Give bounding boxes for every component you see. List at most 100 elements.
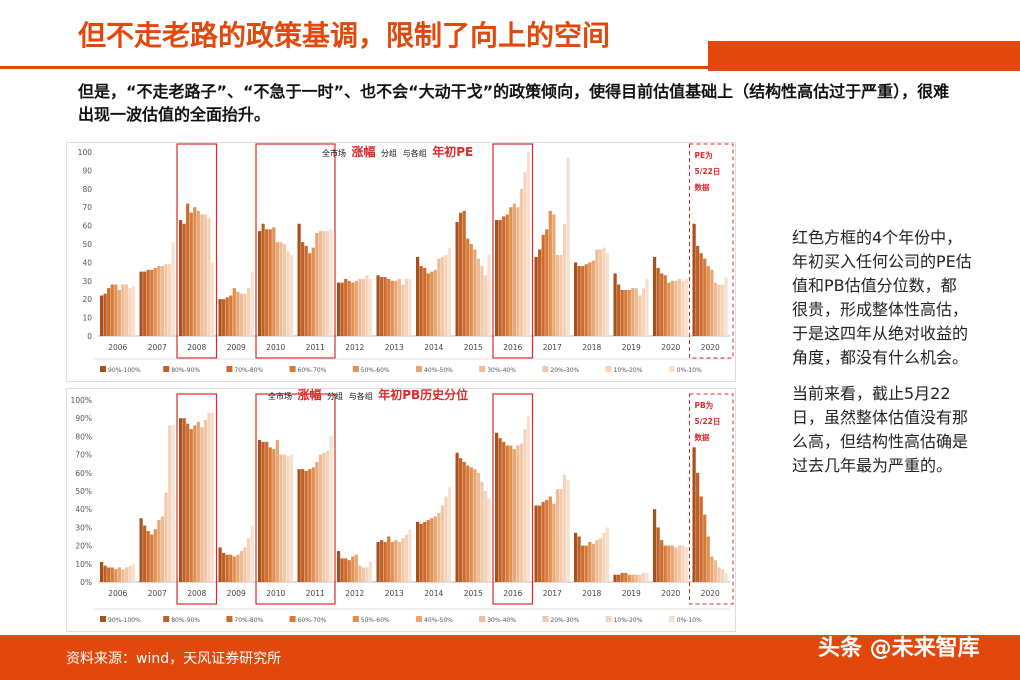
bar-2013-s9 bbox=[408, 278, 412, 336]
bar-2006-s5 bbox=[117, 290, 121, 336]
bar-2013-s6 bbox=[397, 541, 401, 582]
x-tick-label: 2011 bbox=[306, 343, 325, 352]
x-tick-label: 2009 bbox=[227, 589, 246, 598]
x-tick-label: 2017 bbox=[543, 343, 562, 352]
bar-2018-s0 bbox=[574, 532, 578, 582]
bar-2019-s0 bbox=[613, 574, 617, 582]
x-tick-label: 2008 bbox=[187, 589, 206, 598]
page-subtitle: 但是，“不走老路子”、“不急于一时”、也不会“大动干戈”的政策倾向，使得目前估值… bbox=[78, 82, 950, 124]
bar-2007-s1 bbox=[143, 271, 147, 336]
bar-2010-s7 bbox=[282, 454, 287, 582]
y-tick-label: 80% bbox=[75, 432, 92, 441]
x-tick-label: 2010 bbox=[266, 343, 285, 352]
legend-swatch bbox=[479, 616, 486, 622]
bar-2015-s9 bbox=[487, 498, 491, 582]
source-note: 资料来源：wind，天风证券研究所 bbox=[66, 651, 282, 667]
bar-2010-s3 bbox=[268, 229, 272, 336]
bar-2020-s6 bbox=[713, 560, 717, 582]
bar-2013-s5 bbox=[394, 280, 398, 336]
bar-2016-s6 bbox=[516, 207, 520, 336]
bar-2020-s1 bbox=[696, 245, 700, 336]
bar-2008-s4 bbox=[193, 425, 197, 582]
bar-2009-s9 bbox=[250, 271, 254, 336]
bar-2009-s8 bbox=[246, 288, 251, 336]
bar-2014-s8 bbox=[444, 496, 448, 582]
x-tick-label: 2020 bbox=[661, 343, 680, 352]
bar-2019-s9 bbox=[645, 278, 649, 336]
bar-2017-s2 bbox=[541, 501, 545, 582]
bar-2017-s6 bbox=[555, 489, 559, 582]
bar-2020-s2 bbox=[699, 253, 703, 336]
bar-2010-s6 bbox=[279, 242, 283, 336]
bar-2016-s5 bbox=[512, 449, 516, 582]
bar-2011-s0 bbox=[297, 469, 301, 582]
bar-2017-s6 bbox=[555, 255, 559, 336]
bar-2014-s9 bbox=[447, 247, 452, 336]
bar-2018-s7 bbox=[598, 538, 603, 582]
highlight-box bbox=[176, 143, 218, 359]
bar-2008-s4 bbox=[193, 207, 197, 336]
bar-2020-s4 bbox=[706, 266, 710, 336]
bar-2018-s5 bbox=[591, 260, 595, 336]
bar-2009-s3 bbox=[229, 554, 233, 582]
side-paragraph-2: 当前来看，截止5月22日，虽然整体估值没有那么高，但结构性高估确是过去几年最为严… bbox=[792, 384, 969, 475]
bar-2011-s0 bbox=[297, 223, 301, 336]
bar-2006-s4 bbox=[114, 284, 118, 336]
bar-2020-s7 bbox=[677, 545, 682, 582]
bar-2010-s4 bbox=[272, 449, 276, 582]
bar-2008-s0 bbox=[179, 220, 183, 336]
bar-2013-s2 bbox=[383, 277, 387, 336]
title-underline bbox=[0, 66, 708, 69]
legend-label: 0%-10% bbox=[677, 367, 702, 374]
x-tick-label: 2008 bbox=[187, 343, 206, 352]
bar-2016-s8 bbox=[523, 172, 527, 336]
bar-2009-s5 bbox=[236, 554, 240, 582]
bar-2020-s8 bbox=[720, 284, 725, 336]
bar-2019-s8 bbox=[641, 572, 646, 582]
bar-2011-s6 bbox=[318, 231, 322, 336]
bar-2007-s0 bbox=[139, 518, 143, 582]
bar-2014-s8 bbox=[444, 255, 448, 336]
legend-swatch bbox=[289, 366, 296, 372]
x-tick-label: 2019 bbox=[622, 589, 641, 598]
chart-title-part: 分组 bbox=[327, 391, 343, 401]
chart-border bbox=[66, 388, 736, 632]
bar-2015-s4 bbox=[469, 467, 473, 582]
legend-swatch bbox=[479, 366, 486, 372]
bar-2014-s0 bbox=[416, 521, 420, 582]
bar-2019-s7 bbox=[638, 574, 642, 582]
page-title: 但不走老路的政策基调，限制了向上的空间 bbox=[78, 19, 611, 52]
y-tick-label: 70 bbox=[82, 203, 92, 212]
bar-2009-s5 bbox=[236, 291, 240, 336]
bar-2007-s5 bbox=[157, 520, 161, 582]
bar-2019-s3 bbox=[624, 290, 628, 336]
bar-2010-s6 bbox=[279, 454, 283, 582]
bar-2006-s0 bbox=[100, 295, 104, 336]
bar-2006-s6 bbox=[121, 284, 125, 336]
x-tick-label: 2006 bbox=[108, 589, 127, 598]
legend-swatch bbox=[605, 366, 612, 372]
bar-2019-s6 bbox=[634, 288, 638, 336]
bar-2014-s7 bbox=[440, 505, 445, 582]
bar-2016-s7 bbox=[519, 443, 524, 582]
bar-2014-s4 bbox=[430, 271, 434, 336]
bar-2020-s1 bbox=[696, 472, 700, 582]
bar-2015-s6 bbox=[476, 472, 480, 582]
bar-2013-s0 bbox=[376, 541, 380, 582]
bar-2007-s9 bbox=[171, 425, 175, 582]
bar-2007-s2 bbox=[146, 269, 150, 336]
legend-label: 70%-80% bbox=[234, 617, 263, 624]
bar-2008-s0 bbox=[179, 418, 183, 582]
bar-2020-s5 bbox=[670, 280, 674, 336]
chart-title-part: 分组 bbox=[381, 148, 397, 158]
legend-swatch bbox=[416, 366, 422, 372]
bar-2007-s4 bbox=[153, 529, 157, 582]
legend-swatch bbox=[226, 366, 233, 372]
bar-2011-s8 bbox=[325, 450, 330, 582]
bar-2008-s2 bbox=[186, 203, 190, 336]
bar-2020-s5 bbox=[710, 269, 714, 336]
chart-title-part: 年初PB历史分位 bbox=[378, 388, 468, 402]
bar-2007-s9 bbox=[171, 242, 175, 336]
bar-2020-s3 bbox=[663, 545, 667, 582]
bar-2018-s9 bbox=[605, 527, 610, 582]
